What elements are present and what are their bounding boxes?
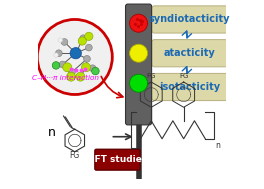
Circle shape (63, 63, 72, 72)
Circle shape (37, 19, 112, 94)
Circle shape (52, 62, 60, 69)
FancyBboxPatch shape (152, 6, 228, 33)
Circle shape (130, 44, 148, 62)
Text: atacticity: atacticity (164, 48, 216, 58)
Circle shape (84, 56, 90, 62)
Text: FG: FG (147, 73, 156, 79)
FancyBboxPatch shape (152, 40, 228, 67)
Circle shape (61, 39, 68, 45)
Circle shape (55, 50, 62, 57)
Circle shape (69, 69, 75, 75)
Circle shape (58, 38, 63, 42)
Circle shape (92, 67, 99, 75)
Text: FG: FG (179, 73, 188, 79)
Text: n: n (215, 141, 220, 149)
Text: syndiotacticity: syndiotacticity (149, 14, 230, 24)
Circle shape (70, 48, 81, 59)
Circle shape (59, 61, 66, 68)
FancyBboxPatch shape (125, 4, 152, 125)
Circle shape (80, 35, 87, 42)
Circle shape (85, 32, 93, 40)
Circle shape (78, 37, 86, 45)
FancyBboxPatch shape (152, 73, 228, 101)
Text: isotacticity: isotacticity (159, 82, 220, 92)
Circle shape (130, 74, 148, 92)
Text: FG: FG (70, 151, 80, 160)
Text: C–H···π interaction: C–H···π interaction (32, 75, 99, 81)
Circle shape (67, 72, 76, 81)
Text: DFT studies: DFT studies (87, 155, 148, 164)
Circle shape (82, 63, 91, 72)
Circle shape (89, 65, 96, 72)
Circle shape (76, 72, 85, 81)
FancyBboxPatch shape (95, 149, 140, 170)
Circle shape (86, 44, 92, 51)
Circle shape (130, 14, 148, 32)
Text: n: n (48, 125, 56, 139)
Circle shape (54, 53, 58, 57)
